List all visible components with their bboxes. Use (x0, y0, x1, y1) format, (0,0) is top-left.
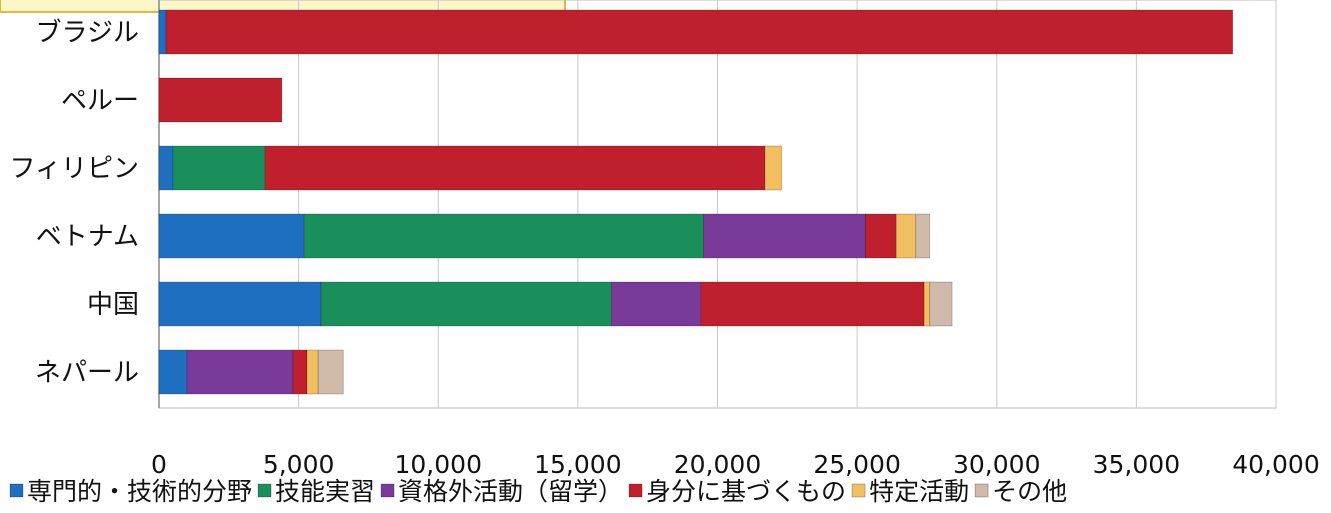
category-label: 中国 (87, 290, 139, 320)
bar-segment (703, 213, 866, 259)
bar-segment (165, 9, 1234, 55)
category-label: フィリピン (10, 154, 139, 184)
bar-segment (186, 349, 294, 395)
x-tick-label: 15,000 (534, 450, 621, 479)
x-tick-label: 0 (151, 450, 167, 479)
x-tick-label: 30,000 (953, 450, 1040, 479)
legend-swatch (851, 483, 866, 498)
bar-segment (172, 145, 266, 191)
bar-segment (306, 349, 319, 395)
category-label: ベトナム (36, 222, 139, 252)
x-tick-label: 40,000 (1232, 450, 1319, 479)
x-tick-label: 20,000 (674, 450, 761, 479)
bar-segment (264, 145, 766, 191)
bar-segment (923, 281, 931, 327)
bar-segment (158, 213, 305, 259)
legend-label: 身分に基づくもの (646, 477, 846, 506)
bar-segment (610, 281, 702, 327)
x-tick-label: 5,000 (263, 450, 335, 479)
legend-label: 専門的・技術的分野 (27, 477, 252, 506)
legend-swatch (380, 483, 395, 498)
bar-segment (915, 213, 931, 259)
bar-segment (158, 281, 322, 327)
category-label: ペルー (61, 86, 139, 116)
bar-segment (158, 145, 174, 191)
x-tick-label: 25,000 (813, 450, 900, 479)
bar-segment (320, 281, 612, 327)
legend: 専門的・技術的分野 技能実習 資格外活動（留学） 身分に基づくもの 特定活動 その他 (9, 477, 1067, 506)
legend-label: 技能実習 (275, 477, 375, 506)
bar-segment (158, 77, 283, 123)
bars (158, 9, 1234, 395)
gridlines (158, 0, 1277, 408)
legend-label: その他 (992, 477, 1067, 506)
bar-segment (929, 281, 953, 327)
bar-segment (895, 213, 917, 259)
legend-label: 特定活動 (869, 477, 969, 506)
legend-label: 資格外活動（留学） (398, 477, 623, 506)
bar-segment (317, 349, 344, 395)
bar-segment (303, 213, 704, 259)
bar-segment (865, 213, 897, 259)
x-tick-labels: 0 5,000 10,000 15,000 20,000 25,000 30,000 35,0… (151, 450, 1320, 479)
x-tick-label: 35,000 (1093, 450, 1180, 479)
bar-segment (158, 349, 188, 395)
category-label: ネパール (35, 358, 139, 388)
x-tick-label: 10,000 (395, 450, 482, 479)
legend-swatch (974, 483, 989, 498)
legend-swatch (257, 483, 272, 498)
legend-swatch (9, 483, 24, 498)
category-label: ブラジル (36, 18, 139, 48)
legend-swatch (628, 483, 643, 498)
bar-segment (292, 349, 308, 395)
bar-segment (764, 145, 783, 191)
bar-segment (700, 281, 925, 327)
bar-segment (158, 9, 167, 55)
